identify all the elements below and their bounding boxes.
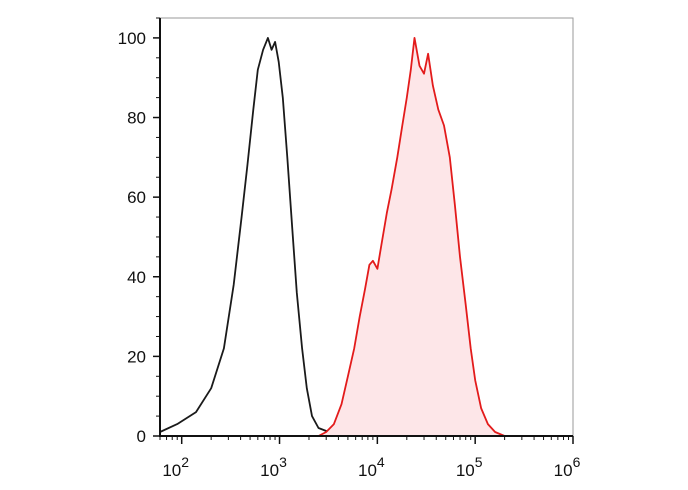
x-tick-label: 103 xyxy=(260,454,287,480)
y-tick-label: 40 xyxy=(127,268,146,287)
x-tick-label: 104 xyxy=(358,454,385,480)
series-layer xyxy=(159,37,505,437)
x-tick-label: 102 xyxy=(162,454,189,480)
x-tick-base: 10 xyxy=(162,461,181,480)
x-tick-exponent: 5 xyxy=(475,454,483,470)
y-tick-label: 80 xyxy=(127,109,146,128)
y-tick-label: 100 xyxy=(118,29,146,48)
series-0-line xyxy=(159,37,356,437)
x-tick-label: 106 xyxy=(554,454,581,480)
y-tick-label: 60 xyxy=(127,188,146,207)
x-tick-exponent: 6 xyxy=(573,454,581,470)
x-tick-exponent: 3 xyxy=(279,454,287,470)
y-tick-label: 20 xyxy=(127,347,146,366)
x-tick-base: 10 xyxy=(358,461,377,480)
x-tick-exponent: 2 xyxy=(181,454,189,470)
x-tick-exponent: 4 xyxy=(377,454,385,470)
series-1-line xyxy=(318,37,505,437)
x-tick-label: 105 xyxy=(456,454,483,480)
x-tick-base: 10 xyxy=(456,461,475,480)
y-tick-label: 0 xyxy=(137,427,146,446)
x-tick-base: 10 xyxy=(260,461,279,480)
series-1-fill xyxy=(318,37,505,437)
x-tick-base: 10 xyxy=(554,461,573,480)
